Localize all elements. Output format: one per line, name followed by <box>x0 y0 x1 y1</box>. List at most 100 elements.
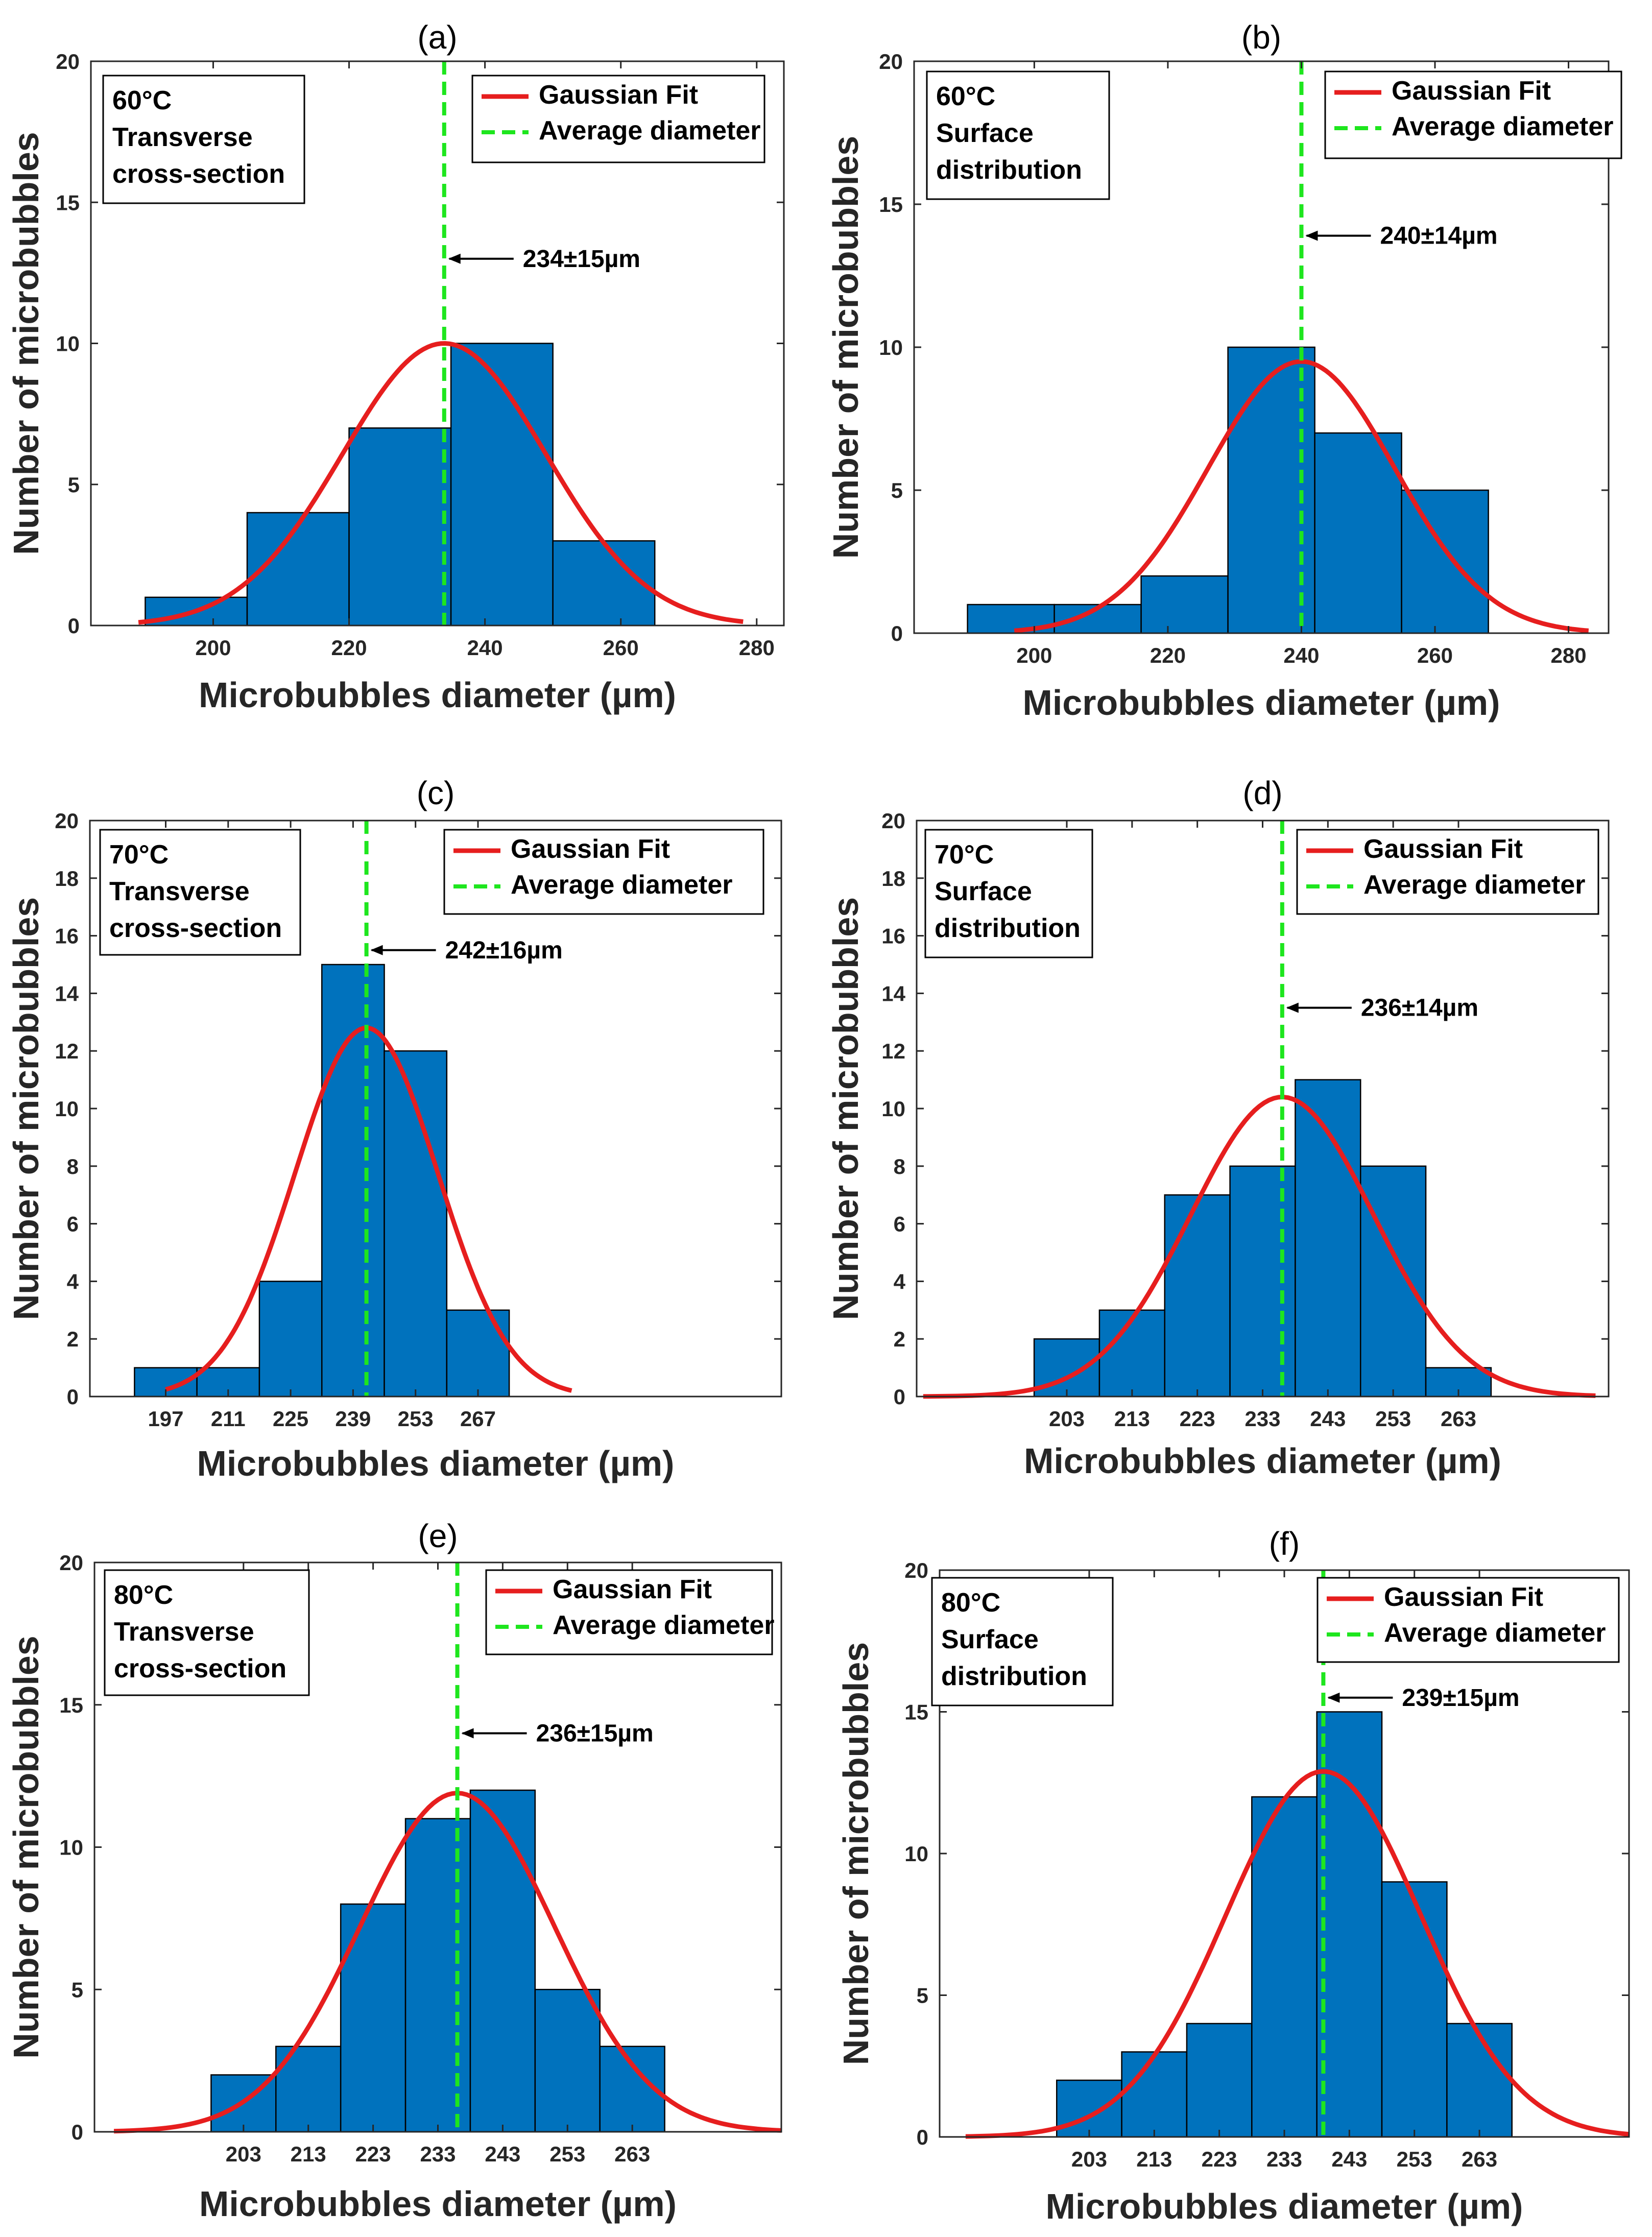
y-tick-label: 0 <box>71 2120 83 2144</box>
chart-panel-c: 197 211 225 239 253 267 0 2 4 6 8 10 12 14 16 18 20 (c) Mi… <box>6 775 782 1483</box>
info-box-line: 60°C <box>936 82 995 111</box>
info-box <box>102 75 305 204</box>
x-axis-label: Microbubbles diameter (µm) <box>199 2184 677 2224</box>
histogram-bar <box>1381 1881 1448 2138</box>
x-tick-label: 263 <box>614 2142 650 2166</box>
gaussian-fit-curve <box>965 1769 1630 2139</box>
histogram-bar <box>340 1903 406 2133</box>
legend-average-label: Average diameter <box>1384 1618 1606 1648</box>
info-box <box>99 829 301 956</box>
y-axis-label: Number of microbubbles <box>836 1642 876 2065</box>
y-tick-label: 18 <box>55 867 79 891</box>
gaussian-fit-curve <box>138 341 744 625</box>
legend-box <box>1316 1577 1620 1663</box>
y-axis-label: Number of microbubbles <box>826 897 866 1320</box>
annotation-label: 236±15µm <box>536 1720 654 1747</box>
annotation-arrowhead <box>1286 1002 1299 1013</box>
y-tick-label: 10 <box>56 332 80 356</box>
x-tick-label: 223 <box>355 2142 391 2166</box>
y-tick-label: 20 <box>55 809 79 833</box>
chart-panel-b: 200 220 240 260 280 0 5 10 15 20 (b) Microbubbles d… <box>826 19 1622 723</box>
x-tick-label: 233 <box>420 2142 456 2166</box>
chart-panel-f: 203 213 223 233 243 253 263 0 5 10 15 20 (f) Microbub… <box>836 1525 1630 2226</box>
histogram-bar <box>404 1818 471 2133</box>
x-tick-label: 211 <box>211 1407 246 1431</box>
gaussian-fit-curve <box>923 1094 1596 1399</box>
legend-box <box>485 1569 773 1655</box>
histogram-bar <box>1229 1165 1296 1398</box>
info-box-line: Surface <box>941 1625 1039 1654</box>
x-tick-label: 263 <box>1462 2147 1497 2171</box>
y-tick-label: 5 <box>917 1984 928 2008</box>
legend-average-label: Average diameter <box>511 870 733 900</box>
y-tick-label: 6 <box>67 1212 79 1236</box>
histogram-bar <box>534 1989 601 2133</box>
y-tick-label: 10 <box>55 1097 79 1121</box>
legend-fit-label: Gaussian Fit <box>539 80 698 110</box>
histogram-bar <box>1316 1711 1383 2138</box>
y-axis-label: Number of microbubbles <box>826 136 866 559</box>
annotation-label: 236±14µm <box>1361 995 1478 1022</box>
x-tick-label: 243 <box>1310 1407 1346 1431</box>
gaussian-fit-curve <box>165 1025 572 1393</box>
x-tick-label: 233 <box>1244 1407 1280 1431</box>
x-tick-label: 233 <box>1266 2147 1302 2171</box>
y-tick-label: 15 <box>56 190 80 214</box>
histogram-bar <box>469 1789 536 2133</box>
histogram-bar <box>1359 1165 1427 1398</box>
y-tick-label: 10 <box>59 1836 83 1860</box>
annotation-arrowhead <box>448 253 461 264</box>
y-tick-label: 0 <box>891 621 903 645</box>
annotation-label: 242±16µm <box>445 937 563 964</box>
x-tick-label: 253 <box>1375 1407 1411 1431</box>
info-box-line: cross-section <box>112 159 285 189</box>
histogram-bar <box>552 540 656 627</box>
x-tick-label: 203 <box>226 2142 261 2166</box>
info-box-line: cross-section <box>114 1654 286 1683</box>
info-box-line: Surface <box>935 877 1032 906</box>
y-tick-label: 2 <box>67 1327 79 1351</box>
info-box-line: cross-section <box>109 913 282 943</box>
info-box-line: 80°C <box>941 1588 1000 1618</box>
info-box-line: 60°C <box>112 86 172 115</box>
y-tick-label: 12 <box>55 1039 79 1063</box>
info-box-line: distribution <box>936 155 1082 185</box>
histogram-bar <box>1446 2023 1513 2138</box>
y-tick-label: 15 <box>879 193 903 217</box>
histogram-bar <box>446 1309 510 1398</box>
legend-fit-label: Gaussian Fit <box>511 834 670 864</box>
y-tick-label: 15 <box>59 1693 83 1717</box>
legend-box <box>1324 70 1622 159</box>
x-tick-label: 240 <box>467 636 503 660</box>
info-box <box>926 70 1110 200</box>
x-tick-label: 260 <box>603 636 639 660</box>
panel-title: (a) <box>417 19 457 56</box>
info-box-line: distribution <box>935 913 1081 943</box>
x-tick-label: 239 <box>335 1407 371 1431</box>
histogram-bar <box>348 427 452 627</box>
panel-title: (c) <box>417 775 455 811</box>
y-tick-label: 10 <box>904 1842 928 1866</box>
x-axis-label: Microbubbles diameter (µm) <box>197 1444 675 1483</box>
x-tick-label: 223 <box>1202 2147 1237 2171</box>
y-tick-label: 20 <box>879 50 903 74</box>
panel-title: (b) <box>1241 19 1281 56</box>
histogram-bar <box>1140 575 1229 634</box>
histogram-bar <box>1121 2051 1188 2138</box>
histogram-bar <box>1186 2023 1253 2138</box>
y-tick-label: 15 <box>904 1700 928 1724</box>
histogram-bar <box>1251 1796 1318 2138</box>
y-tick-label: 4 <box>894 1269 906 1293</box>
panel-title: (e) <box>418 1518 458 1554</box>
y-tick-label: 0 <box>917 2125 928 2149</box>
x-axis-label: Microbubbles diameter (µm) <box>1024 1441 1501 1481</box>
y-tick-label: 5 <box>68 473 80 497</box>
x-tick-label: 280 <box>1550 643 1586 667</box>
y-tick-label: 10 <box>879 335 903 359</box>
x-tick-label: 263 <box>1441 1407 1476 1431</box>
y-tick-label: 0 <box>67 1385 79 1409</box>
y-tick-label: 20 <box>881 809 905 833</box>
info-box-line: 70°C <box>109 840 169 870</box>
histogram-bar <box>1164 1194 1231 1398</box>
histogram-bar <box>450 343 554 627</box>
